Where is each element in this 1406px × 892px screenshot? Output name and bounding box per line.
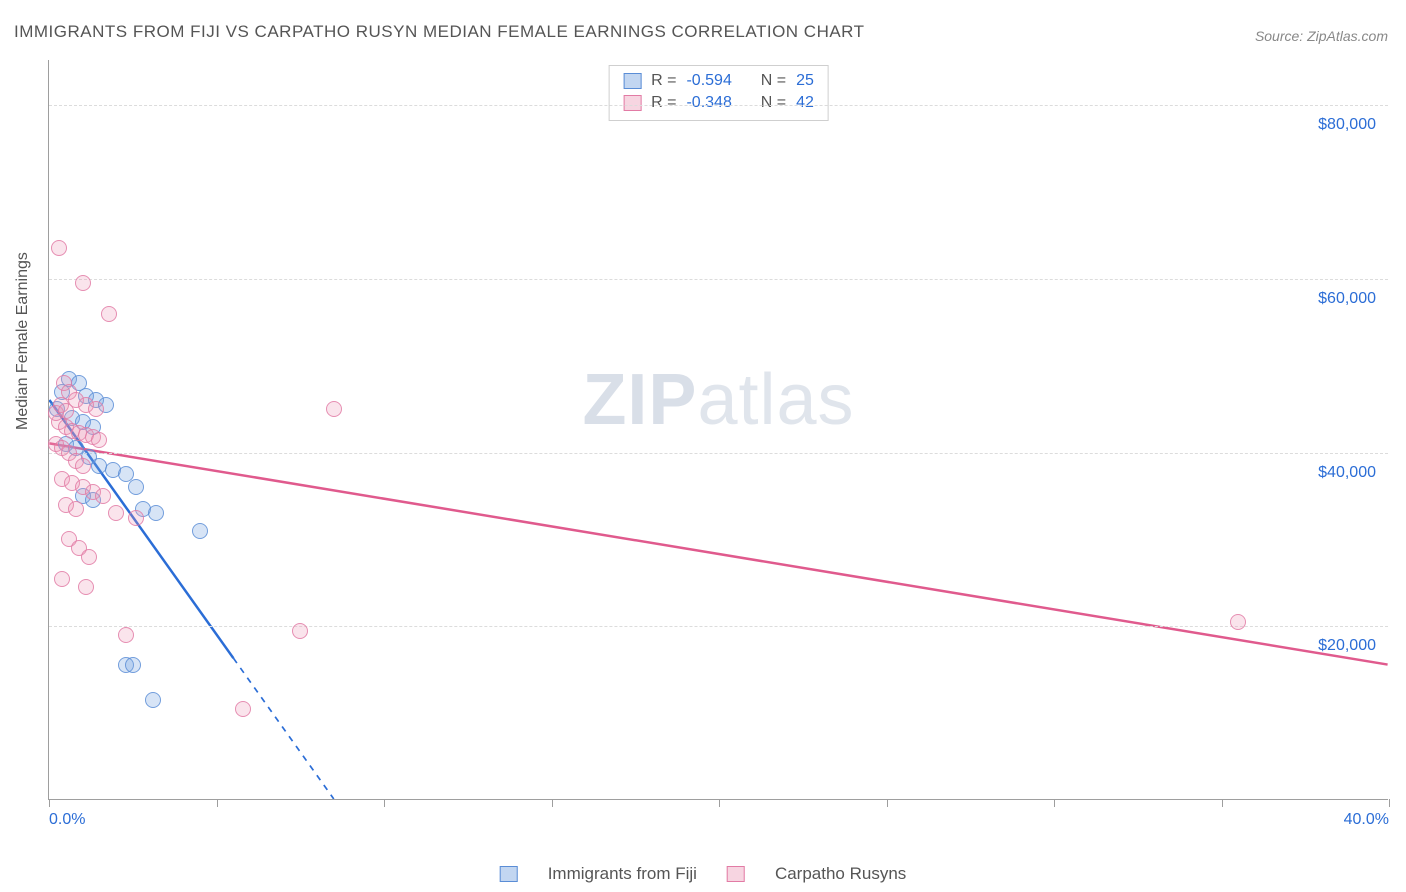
data-point-fiji [148, 505, 164, 521]
data-point-carpatho [81, 549, 97, 565]
chart-plot-area: ZIPatlas R = -0.594 N = 25 R = -0.348 N … [48, 60, 1388, 800]
x-tick [1389, 799, 1390, 807]
watermark-atlas: atlas [697, 360, 854, 440]
data-point-carpatho [108, 505, 124, 521]
data-point-carpatho [91, 432, 107, 448]
stats-n-label: N = [761, 92, 786, 114]
bottom-legend: Immigrants from Fiji Carpatho Rusyns [500, 864, 907, 884]
stats-row-fiji: R = -0.594 N = 25 [623, 70, 814, 92]
trendline-fiji-extrapolated [233, 658, 333, 799]
gridline [49, 453, 1388, 454]
gridline [49, 105, 1388, 106]
x-tick [887, 799, 888, 807]
watermark: ZIPatlas [582, 359, 854, 441]
source-prefix: Source: [1255, 28, 1307, 44]
x-tick [384, 799, 385, 807]
y-tick-label: $40,000 [1318, 464, 1376, 482]
x-tick [1222, 799, 1223, 807]
data-point-carpatho [88, 401, 104, 417]
data-point-fiji [192, 523, 208, 539]
stats-n-carpatho: 42 [796, 92, 814, 114]
data-point-carpatho [1230, 614, 1246, 630]
data-point-carpatho [54, 571, 70, 587]
x-tick [719, 799, 720, 807]
swatch-fiji [623, 73, 641, 89]
y-axis-title: Median Female Earnings [14, 252, 32, 430]
stats-n-label: N = [761, 70, 786, 92]
gridline [49, 279, 1388, 280]
data-point-carpatho [128, 510, 144, 526]
stats-row-carpatho: R = -0.348 N = 42 [623, 92, 814, 114]
x-tick [217, 799, 218, 807]
x-tick-label: 40.0% [1344, 811, 1389, 829]
data-point-fiji [125, 657, 141, 673]
source-name: ZipAtlas.com [1307, 28, 1388, 44]
data-point-carpatho [78, 579, 94, 595]
x-tick [1054, 799, 1055, 807]
y-tick-label: $60,000 [1318, 290, 1376, 308]
trendline-carpatho [49, 443, 1387, 664]
stats-r-label: R = [651, 70, 676, 92]
gridline [49, 626, 1388, 627]
stats-legend-box: R = -0.594 N = 25 R = -0.348 N = 42 [608, 65, 829, 121]
data-point-carpatho [118, 627, 134, 643]
stats-n-fiji: 25 [796, 70, 814, 92]
data-point-carpatho [95, 488, 111, 504]
data-point-carpatho [58, 403, 74, 419]
data-point-carpatho [75, 458, 91, 474]
data-point-carpatho [51, 240, 67, 256]
stats-r-carpatho: -0.348 [686, 92, 731, 114]
stats-r-label: R = [651, 92, 676, 114]
x-tick [552, 799, 553, 807]
watermark-zip: ZIP [582, 360, 697, 440]
data-point-carpatho [292, 623, 308, 639]
data-point-carpatho [235, 701, 251, 717]
stats-r-fiji: -0.594 [686, 70, 731, 92]
swatch-carpatho [623, 95, 641, 111]
data-point-carpatho [68, 501, 84, 517]
data-point-fiji [145, 692, 161, 708]
data-point-carpatho [75, 275, 91, 291]
legend-swatch-fiji [500, 866, 518, 882]
source-attribution: Source: ZipAtlas.com [1255, 28, 1388, 44]
chart-title: IMMIGRANTS FROM FIJI VS CARPATHO RUSYN M… [14, 22, 865, 42]
x-tick-label: 0.0% [49, 811, 85, 829]
legend-label-carpatho: Carpatho Rusyns [775, 864, 906, 884]
y-tick-label: $80,000 [1318, 116, 1376, 134]
y-tick-label: $20,000 [1318, 637, 1376, 655]
data-point-carpatho [101, 306, 117, 322]
data-point-carpatho [326, 401, 342, 417]
legend-swatch-carpatho [727, 866, 745, 882]
data-point-fiji [128, 479, 144, 495]
legend-label-fiji: Immigrants from Fiji [548, 864, 697, 884]
x-tick [49, 799, 50, 807]
